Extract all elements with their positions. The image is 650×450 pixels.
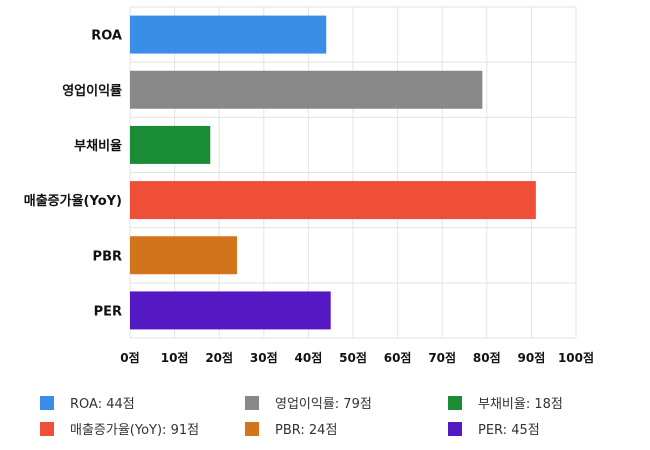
legend-item-operating-margin: 영업이익률: 79점 bbox=[245, 393, 372, 412]
category-label: 부채비율 bbox=[74, 138, 122, 154]
legend-item-pbr: PBR: 24점 bbox=[245, 419, 337, 438]
legend-item-per: PER: 45점 bbox=[448, 419, 540, 438]
x-axis-ticks: 0점 10점 20점 30점 40점 50점 60점 70점 80점 90점 100점 bbox=[120, 350, 594, 365]
bar-0 bbox=[130, 15, 327, 54]
legend-item-debt-ratio: 부채비율: 18점 bbox=[448, 393, 563, 412]
legend-label: PER: 45점 bbox=[478, 423, 540, 438]
category-label: 영업이익률 bbox=[62, 83, 122, 99]
legend-label: ROA: 44점 bbox=[70, 397, 135, 412]
category-label: PBR bbox=[93, 249, 122, 264]
bars bbox=[130, 15, 536, 330]
x-tick-label: 90점 bbox=[518, 350, 546, 365]
bar-2 bbox=[130, 125, 211, 164]
grid-lines bbox=[129, 6, 577, 339]
legend-label: 매출증가율(YoY): 91점 bbox=[70, 423, 200, 438]
legend-label: 영업이익률: 79점 bbox=[275, 397, 372, 412]
category-label: PER bbox=[94, 304, 122, 319]
bar-4 bbox=[130, 236, 238, 275]
x-tick-label: 50점 bbox=[339, 350, 367, 365]
legend-swatch bbox=[448, 421, 462, 436]
x-tick-label: 60점 bbox=[384, 350, 412, 365]
x-tick-label: 40점 bbox=[295, 350, 323, 365]
bar-3 bbox=[130, 181, 536, 220]
x-tick-label: 70점 bbox=[428, 350, 456, 365]
legend-swatch bbox=[40, 421, 54, 436]
legend-label: 부채비율: 18점 bbox=[478, 397, 563, 412]
x-tick-label: 80점 bbox=[473, 350, 501, 365]
legend-swatch bbox=[245, 421, 259, 436]
x-tick-label: 20점 bbox=[205, 350, 233, 365]
legend-swatch bbox=[40, 395, 54, 410]
x-tick-label: 100점 bbox=[558, 350, 594, 365]
bar-1 bbox=[130, 70, 483, 109]
legend-label: PBR: 24점 bbox=[275, 423, 338, 438]
x-tick-label: 10점 bbox=[161, 350, 189, 365]
legend-item-revenue-growth: 매출증가율(YoY): 91점 bbox=[40, 419, 199, 438]
bar-5 bbox=[130, 291, 331, 330]
legend-swatch bbox=[448, 395, 462, 410]
category-label: 매출증가율(YoY) bbox=[24, 193, 122, 209]
x-tick-label: 30점 bbox=[250, 350, 278, 365]
legend-item-roa: ROA: 44점 bbox=[40, 393, 135, 412]
x-tick-label: 0점 bbox=[120, 350, 139, 365]
category-label: ROA bbox=[91, 29, 122, 44]
legend-swatch bbox=[245, 395, 259, 410]
